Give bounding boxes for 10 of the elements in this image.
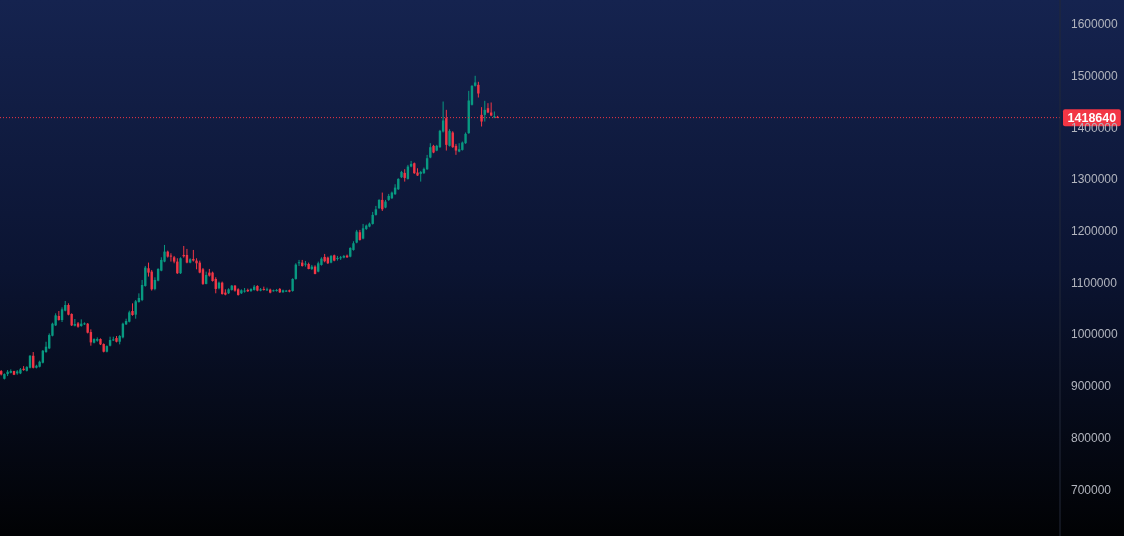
y-tick-label: 1100000 [1071, 275, 1118, 290]
y-tick-label: 1300000 [1071, 172, 1119, 187]
y-tick-label: 900000 [1071, 379, 1112, 394]
y-tick-label: 1200000 [1071, 224, 1119, 239]
y-tick-label: 700000 [1071, 482, 1112, 497]
y-tick-label: 1000000 [1071, 327, 1119, 342]
candlestick [486, 102, 490, 114]
y-tick-label: 1500000 [1071, 68, 1119, 83]
y-tick-label: 1600000 [1071, 17, 1119, 32]
y-tick-label: 800000 [1071, 430, 1112, 445]
